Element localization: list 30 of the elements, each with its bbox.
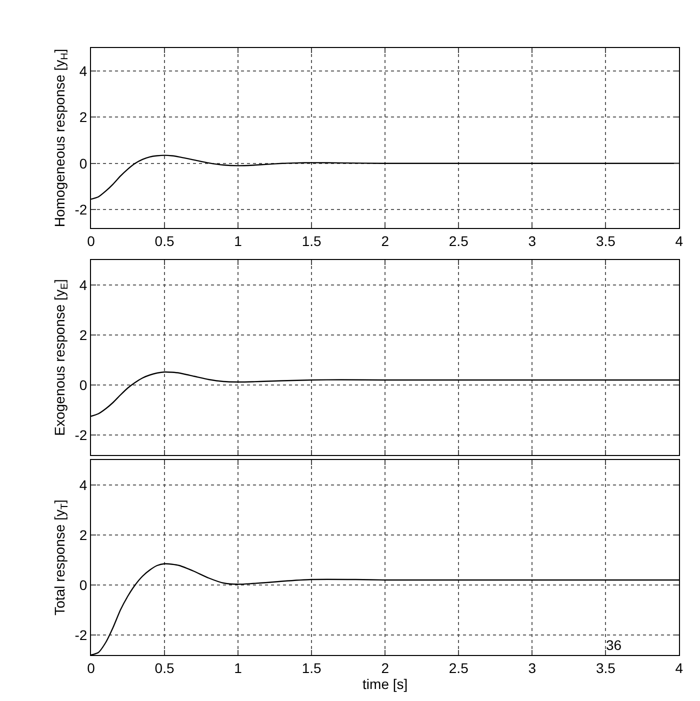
y-tick-label: 0: [79, 376, 88, 393]
y-tick-label: 0: [79, 576, 88, 593]
y-tick-label: 2: [79, 109, 88, 126]
x-tick-label: 2: [381, 660, 390, 676]
y-tick-label: 4: [79, 276, 88, 293]
annotation: 36: [606, 637, 622, 653]
y-tick-label: 2: [79, 526, 88, 543]
x-tick-label: 0.5: [154, 232, 174, 249]
y-tick-label: -2: [74, 201, 88, 218]
x-tick-label: 1.5: [302, 232, 322, 249]
x-tick-label: 1.5: [302, 660, 322, 676]
y-tick-label: 4: [79, 476, 88, 493]
x-tick-label: 3.5: [596, 660, 616, 676]
x-tick-label: 4: [675, 232, 684, 249]
x-tick-label: 2: [381, 232, 390, 249]
x-tick-label: 1: [234, 232, 242, 249]
y-tick-label: -2: [74, 426, 88, 443]
x-tick-label: 2.5: [448, 660, 469, 676]
y-tick-label: 0: [79, 155, 88, 172]
x-tick-label: 4: [675, 660, 684, 676]
y-tick-label: 4: [79, 62, 88, 79]
y-tick-label: -2: [74, 626, 88, 643]
x-tick-label: 2.5: [448, 232, 469, 249]
x-axis-title: time [s]: [362, 676, 408, 692]
x-tick-label: 3.5: [596, 232, 616, 249]
x-tick-label: 0.5: [154, 660, 174, 676]
x-tick-label: 3: [528, 660, 536, 676]
x-tick-label: 1: [234, 660, 242, 676]
x-tick-label: 3: [528, 232, 536, 249]
y-tick-label: 2: [79, 326, 88, 343]
